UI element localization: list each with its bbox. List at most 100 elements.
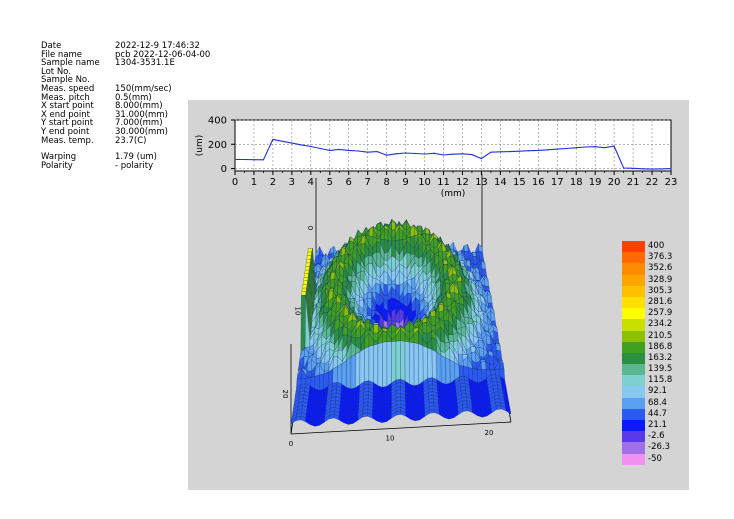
profile-point <box>423 153 426 155</box>
surface-cell <box>488 355 495 365</box>
profile-point <box>518 150 520 152</box>
surface-cell <box>300 295 306 352</box>
profile-point <box>670 167 672 170</box>
profile-point <box>452 153 454 155</box>
surface-cell <box>463 244 469 252</box>
surface-cell <box>391 341 397 384</box>
scale-swatch <box>622 341 645 353</box>
surface-cell <box>505 407 512 415</box>
scale-entry: 68.4 <box>622 397 673 409</box>
surface-cell <box>330 271 336 280</box>
scale-swatch <box>622 252 645 264</box>
surface-x-tick-label: 20 <box>485 429 494 437</box>
surface-cell <box>342 326 348 336</box>
scale-label: -26.3 <box>648 442 670 453</box>
info-row: Sample name 1304-3531.1E <box>41 59 210 68</box>
surface-cell <box>480 361 487 370</box>
surface-x-tick-label: 0 <box>289 440 293 448</box>
profile-point <box>442 154 445 156</box>
scale-label: 163.2 <box>648 352 673 363</box>
surface-cell <box>429 408 435 414</box>
info-row: Warping 1.79 (um) <box>41 153 210 162</box>
scale-label: 115.8 <box>648 375 673 386</box>
profile-point <box>471 154 473 156</box>
scale-label: 21.1 <box>648 420 667 430</box>
profile-point <box>490 151 492 153</box>
profile-point <box>386 154 388 156</box>
profile-point <box>395 153 397 155</box>
profile-point <box>338 148 340 150</box>
profile-point <box>528 150 530 152</box>
x-tick-label: 6 <box>346 177 352 188</box>
profile-point <box>537 149 539 151</box>
profile-point <box>575 147 577 149</box>
surface-cell <box>314 374 320 391</box>
surface-cell <box>449 359 456 384</box>
surface-plot: 0 10 20 0 10 20 <box>281 174 512 448</box>
info-row: Meas. speed 150(mm/sec) <box>41 85 210 94</box>
surface-cell <box>382 341 388 388</box>
profile-point <box>594 146 596 148</box>
y-axis-label: (um) <box>195 135 205 157</box>
surface-cell <box>341 360 347 388</box>
surface-mesh <box>290 218 512 427</box>
surface-cell <box>337 363 343 385</box>
scale-label: 68.4 <box>648 397 667 408</box>
info-row: Y end point 30.000(mm) <box>41 128 210 137</box>
surface-cell <box>391 255 396 273</box>
info-row: Meas. temp. 23.7(C) <box>41 135 210 146</box>
profile-point <box>357 150 359 152</box>
profile-point <box>262 159 265 161</box>
info-label: Y end point <box>41 126 90 137</box>
scale-entry: -50 <box>622 453 673 465</box>
surface-cell <box>404 341 410 385</box>
info-value: - polarity <box>115 160 154 171</box>
info-value: 23.7(C) <box>115 135 147 146</box>
scale-entry: 210.5 <box>622 330 673 342</box>
scale-label: 210.5 <box>648 330 673 341</box>
surface-cell <box>364 346 370 382</box>
info-value: 1.79 (um) <box>115 152 157 163</box>
profile-point <box>613 145 615 147</box>
scale-label: 328.9 <box>648 274 673 285</box>
surface-cell <box>307 251 312 256</box>
info-row: Lot No. <box>41 68 210 77</box>
profile-point <box>660 168 663 170</box>
profile-point <box>566 147 568 150</box>
scale-entry: 163.2 <box>622 352 673 365</box>
scale-swatch <box>622 420 645 432</box>
profile-point <box>405 152 407 154</box>
info-row: Polarity - polarity <box>41 162 210 171</box>
surface-cell <box>318 373 325 391</box>
scale-label: 139.5 <box>648 364 673 375</box>
info-label: File name <box>41 49 83 60</box>
surface-cell <box>306 255 312 260</box>
info-label: Lot No. <box>41 66 71 77</box>
profile-point <box>319 147 321 150</box>
scale-entry: 186.8 <box>622 341 673 353</box>
x-tick-label: 19 <box>589 177 602 188</box>
measurement-info: Date 2022-12-9 17:46:32 File name pcb 2022-… <box>41 42 210 170</box>
profile-point <box>547 149 549 151</box>
scale-entry: 234.2 <box>622 319 673 331</box>
x-tick-label: 11 <box>437 177 450 188</box>
surface-cell <box>400 340 406 382</box>
scale-swatch <box>622 442 645 454</box>
x-tick-label: 15 <box>513 177 526 188</box>
surface-cell <box>440 355 446 385</box>
profile-point <box>433 152 435 154</box>
profile-point <box>376 150 378 153</box>
profile-point <box>632 167 634 169</box>
surface-cell <box>306 259 311 264</box>
surface-cell <box>413 342 419 386</box>
surface-y-tick-label: 10 <box>294 307 302 316</box>
profile-point <box>281 140 283 142</box>
scale-label: 257.9 <box>648 308 673 319</box>
surface-cell <box>377 342 383 388</box>
info-label: Meas. speed <box>41 83 95 94</box>
scale-entry: 21.1 <box>622 420 673 432</box>
profile-point <box>499 151 501 153</box>
info-value: 1304-3531.1E <box>115 58 175 69</box>
surface-cell <box>305 262 311 267</box>
profile-point <box>310 145 312 148</box>
